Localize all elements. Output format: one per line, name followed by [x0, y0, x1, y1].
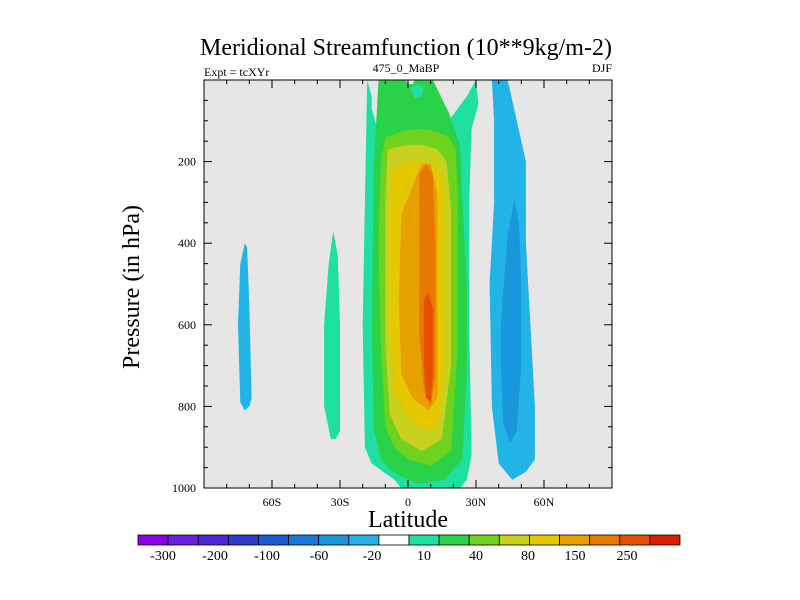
colorbar-label: 40	[469, 549, 483, 564]
contour-region-nh-negative-cell-inner	[500, 198, 522, 444]
y-tick-label: 400	[178, 236, 196, 250]
colorbar-swatch	[468, 534, 500, 546]
contour-region-sh-positive-island	[324, 231, 340, 439]
contour-region-upper-gap-2	[410, 84, 424, 99]
y-tick-label: 1000	[172, 481, 196, 495]
colorbar-swatch	[227, 534, 259, 546]
period-label: 475_0_MaBP	[373, 61, 440, 75]
colorbar-swatch	[167, 534, 199, 546]
colorbar-swatch	[438, 534, 470, 546]
y-tick-label: 200	[178, 155, 196, 169]
colorbar-label: 80	[521, 549, 535, 564]
y-axis-label: Pressure (in hPa)	[119, 205, 145, 369]
colorbar-swatch	[589, 534, 621, 546]
colorbar-label: -300	[150, 549, 176, 564]
contour-region-sh-negative-island	[238, 243, 252, 411]
colorbar-swatch	[288, 534, 320, 546]
x-axis-label: Latitude	[368, 507, 448, 533]
y-tick-label: 800	[178, 399, 196, 413]
colorbar: -300 -200 -100 -60 -20 10 40 80 150 250	[137, 534, 681, 564]
colorbar-swatch	[529, 534, 560, 546]
colorbar-swatch	[378, 534, 410, 546]
x-tick-label: 60N	[534, 495, 555, 509]
contour-region-sh-positive-cell-peak	[423, 292, 433, 403]
colorbar-label: 10	[417, 549, 431, 564]
colorbar-label: -200	[202, 549, 228, 564]
colorbar-label: -100	[254, 549, 280, 564]
colorbar-swatch	[498, 534, 530, 546]
colorbar-swatch	[318, 534, 350, 546]
experiment-label: Expt = tcXYr	[204, 65, 269, 79]
colorbar-swatch	[137, 534, 169, 546]
colorbar-label: 150	[565, 549, 586, 564]
colorbar-swatch	[197, 534, 229, 546]
chart-title: Meridional Streamfunction (10**9kg/m-2)	[200, 35, 612, 61]
colorbar-swatch	[348, 534, 380, 546]
colorbar-label: -60	[310, 549, 329, 564]
colorbar-swatch	[258, 534, 289, 546]
y-tick-label: 600	[178, 318, 196, 332]
colorbar-swatch	[559, 534, 591, 546]
colorbar-swatch	[408, 534, 440, 546]
colorbar-label: 250	[617, 549, 638, 564]
colorbar-swatch	[649, 534, 681, 546]
season-label: DJF	[592, 61, 612, 75]
x-tick-label: 30S	[331, 495, 350, 509]
x-tick-label: 30N	[466, 495, 487, 509]
colorbar-swatch	[619, 534, 651, 546]
colorbar-label: -20	[363, 549, 382, 564]
x-tick-label: 60S	[263, 495, 282, 509]
x-tick-label: 0	[405, 495, 411, 509]
plot-area: 60S 30S 0 30N 60N 200 400 600 800 1000	[172, 79, 613, 509]
